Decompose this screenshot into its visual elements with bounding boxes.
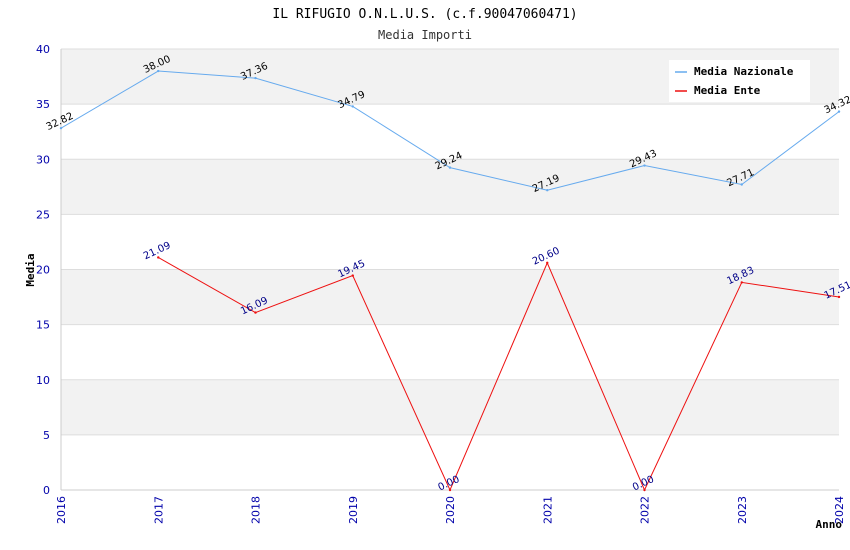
data-point-media-ente bbox=[351, 274, 354, 277]
chart-title: IL RIFUGIO O.N.L.U.S. (c.f.90047060471) bbox=[272, 7, 577, 22]
data-point-media-ente bbox=[740, 281, 743, 284]
x-tick-label: 2016 bbox=[55, 496, 68, 524]
y-tick-label: 5 bbox=[43, 429, 50, 442]
grid-band bbox=[61, 379, 839, 435]
grid-bands bbox=[61, 49, 839, 490]
x-axis-ticks: 2016 2017 2018 2019 2020 2021 2022 2023 2024 bbox=[55, 496, 846, 524]
data-point-media-nazionale bbox=[546, 189, 549, 192]
x-tick-label: 2020 bbox=[444, 496, 457, 524]
data-point-media-nazionale bbox=[643, 164, 646, 167]
x-tick-label: 2024 bbox=[833, 496, 846, 524]
y-tick-label: 20 bbox=[36, 264, 50, 277]
grid-band bbox=[61, 269, 839, 325]
legend-label-media-ente: Media Ente bbox=[694, 84, 761, 97]
grid-band bbox=[61, 324, 839, 380]
y-tick-label: 10 bbox=[36, 374, 50, 387]
x-tick-label: 2021 bbox=[541, 496, 554, 524]
data-point-media-nazionale bbox=[254, 76, 257, 80]
data-point-media-ente bbox=[546, 261, 549, 265]
x-axis-title: Anno bbox=[816, 518, 843, 531]
y-tick-label: 35 bbox=[36, 98, 50, 111]
series-line-media-ente bbox=[158, 257, 840, 492]
y-tick-label: 25 bbox=[36, 208, 50, 221]
data-point-media-ente bbox=[643, 488, 646, 492]
x-tick-label: 2023 bbox=[736, 496, 749, 524]
data-point-media-ente bbox=[448, 488, 452, 492]
data-point-media-nazionale bbox=[740, 183, 743, 186]
y-axis-title: Media bbox=[24, 253, 37, 286]
x-tick-label: 2019 bbox=[347, 496, 360, 524]
y-axis-ticks: 0 5 10 15 20 25 30 35 40 bbox=[36, 43, 50, 497]
data-point-media-nazionale bbox=[157, 69, 160, 73]
legend-label-media-nazionale: Media Nazionale bbox=[694, 65, 794, 78]
data-point-media-nazionale bbox=[351, 105, 354, 108]
grid-band bbox=[61, 104, 839, 160]
data-point-media-ente bbox=[837, 295, 841, 299]
y-tick-label: 40 bbox=[36, 43, 50, 56]
legend: Media Nazionale Media Ente bbox=[669, 60, 810, 102]
data-point-media-nazionale bbox=[837, 110, 841, 113]
chart-subtitle: Media Importi bbox=[378, 28, 472, 42]
grid-band bbox=[61, 434, 839, 490]
data-point-media-nazionale bbox=[59, 126, 63, 130]
legend-box bbox=[669, 60, 810, 102]
data-point-media-ente bbox=[254, 311, 257, 314]
x-tick-label: 2017 bbox=[152, 496, 165, 524]
grid-band bbox=[61, 214, 839, 270]
data-point-media-nazionale bbox=[448, 166, 452, 169]
y-tick-label: 30 bbox=[36, 153, 50, 166]
y-tick-label: 0 bbox=[43, 484, 50, 497]
x-tick-label: 2022 bbox=[639, 496, 652, 524]
y-tick-label: 15 bbox=[36, 319, 50, 332]
data-point-media-ente bbox=[157, 256, 160, 259]
x-tick-label: 2018 bbox=[250, 496, 263, 524]
